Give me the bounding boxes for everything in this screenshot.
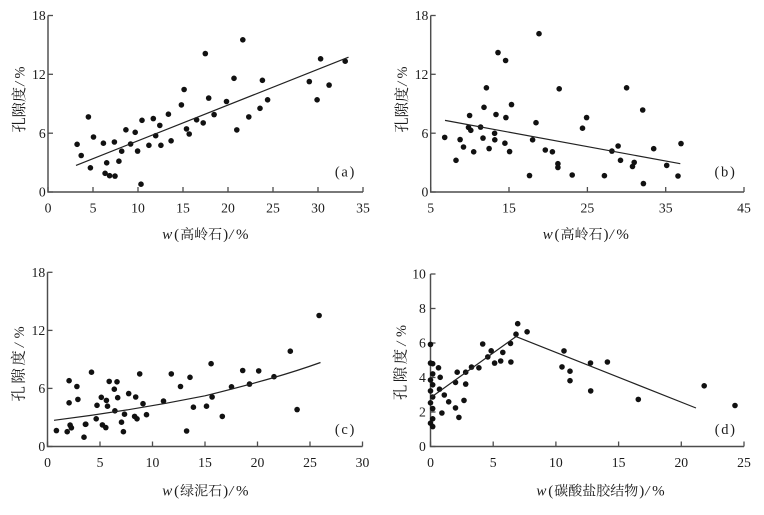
svg-text:35: 35 [356,200,370,215]
svg-text:%: % [12,326,28,338]
svg-text:%: % [12,67,28,79]
svg-text:/: / [12,80,28,87]
svg-text:5: 5 [97,455,104,470]
svg-text:(: ( [174,484,179,500]
svg-text:35: 35 [659,200,673,215]
svg-text:45: 45 [737,200,751,215]
svg-text:(: ( [555,227,560,243]
svg-text:/: / [12,341,28,348]
svg-text:30: 30 [356,455,370,470]
svg-text:25: 25 [266,200,280,215]
svg-text:10: 10 [146,455,160,470]
svg-text:): ) [639,484,644,500]
svg-text:10: 10 [412,267,426,282]
svg-text:0: 0 [39,185,46,200]
svg-text:15: 15 [612,455,626,470]
svg-text:0: 0 [419,439,426,454]
svg-text:25: 25 [303,455,317,470]
svg-text:2: 2 [419,405,426,420]
svg-text:0: 0 [422,185,429,200]
svg-text:18: 18 [415,8,429,23]
svg-text:%: % [616,227,629,243]
svg-text:(: ( [174,227,179,243]
svg-text:/: / [395,80,411,87]
svg-text:%: % [236,227,249,243]
svg-text:6: 6 [422,126,429,141]
svg-text:5: 5 [90,200,97,215]
svg-text:12: 12 [415,67,429,82]
svg-text:25: 25 [737,455,751,470]
svg-text:%: % [394,325,410,337]
svg-text:30: 30 [311,200,325,215]
svg-text:5: 5 [427,200,434,215]
svg-text:15: 15 [176,200,190,215]
svg-text:0: 0 [427,455,434,470]
svg-text:(c): (c) [335,422,356,438]
svg-text:12: 12 [32,67,46,82]
svg-text:15: 15 [502,200,516,215]
svg-text:%: % [395,67,411,79]
svg-text:): ) [223,227,228,243]
svg-text:w: w [162,227,172,243]
svg-text:12: 12 [32,323,46,338]
svg-text:w: w [543,227,553,243]
svg-text:20: 20 [221,200,235,215]
svg-text:w: w [536,484,546,500]
svg-text:0: 0 [45,200,52,215]
svg-text:18: 18 [32,8,46,23]
svg-text:w: w [162,484,172,500]
svg-text:6: 6 [38,381,45,396]
svg-text:/: / [609,227,616,243]
svg-text:(d): (d) [715,422,737,438]
svg-text:15: 15 [198,455,212,470]
svg-text:/: / [394,340,410,347]
svg-text:8: 8 [419,301,426,316]
svg-text:25: 25 [581,200,595,215]
svg-text:20: 20 [251,455,265,470]
svg-text:10: 10 [131,200,145,215]
svg-text:5: 5 [490,455,497,470]
svg-text:0: 0 [44,455,51,470]
svg-text:4: 4 [419,370,426,385]
svg-text:0: 0 [38,439,45,454]
svg-text:(a): (a) [335,164,356,180]
svg-text:/: / [644,484,651,500]
svg-text:18: 18 [32,265,46,280]
svg-text:): ) [604,227,609,243]
svg-text:20: 20 [674,455,688,470]
svg-text:): ) [223,484,228,500]
svg-text:/: / [228,484,235,500]
svg-text:(: ( [548,484,553,500]
svg-text:10: 10 [549,455,563,470]
svg-text:6: 6 [419,336,426,351]
svg-text:(b): (b) [714,164,736,180]
svg-text:6: 6 [39,126,46,141]
svg-text:%: % [236,484,249,500]
svg-text:/: / [228,227,235,243]
svg-text:%: % [652,484,665,500]
